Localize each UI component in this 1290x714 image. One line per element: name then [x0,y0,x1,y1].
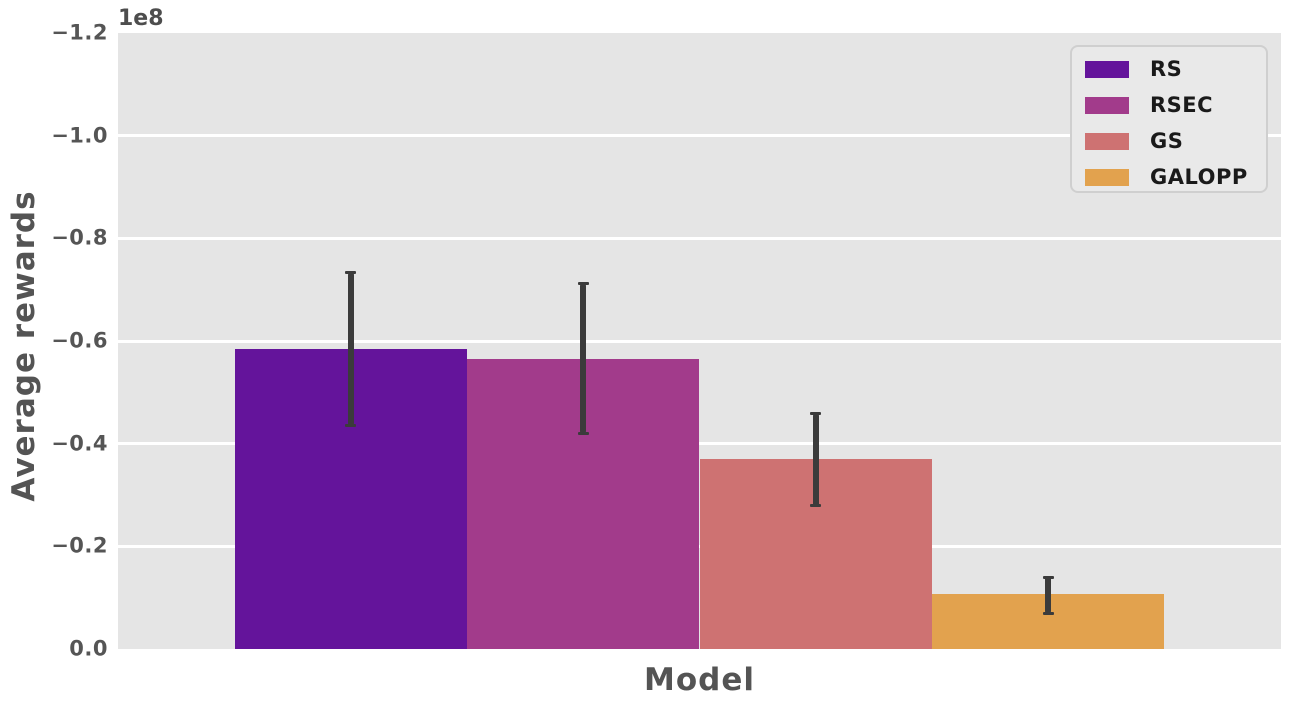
y-tick-label: −1.0 [51,123,108,148]
x-axis-label: Model [644,662,755,698]
gridline [118,442,1281,446]
legend: RS RSEC GS GALOPP [1070,45,1268,193]
gridline [118,236,1281,240]
y-tick-label: −1.2 [51,20,108,45]
error-bar-cap [345,423,357,427]
error-bar-rsec [580,283,587,434]
legend-label: GS [1150,128,1184,153]
legend-item-galopp: GALOPP [1085,159,1266,195]
error-bar-cap [1042,575,1054,579]
gridline [118,134,1281,138]
legend-label: RS [1150,56,1183,81]
legend-swatch-gs [1085,132,1129,150]
legend-label: RSEC [1150,92,1214,117]
y-tick-label: −0.4 [51,431,108,456]
legend-item-gs: GS [1085,123,1266,159]
error-bar-rs [347,272,354,426]
error-bar-cap [810,412,822,416]
error-bar-cap [810,504,822,508]
error-bar-galopp [1045,577,1052,614]
y-tick-label: −0.6 [51,328,108,353]
y-tick-label: −0.8 [51,225,108,250]
error-bar-cap [577,431,589,435]
legend-label: GALOPP [1150,164,1248,189]
y-axis-offset-text: 1e8 [118,6,164,31]
legend-swatch-rs [1085,60,1129,78]
error-bar-cap [577,282,589,285]
legend-swatch-rsec [1085,96,1129,114]
gridline [118,339,1281,343]
legend-swatch-galopp [1085,168,1129,186]
error-bar-gs [812,413,819,506]
error-bar-cap [1042,611,1054,615]
gridline [118,544,1281,548]
y-tick-label: −0.2 [51,533,108,558]
y-tick-label: 0.0 [69,636,108,661]
error-bar-cap [345,271,357,275]
legend-item-rsec: RSEC [1085,87,1266,123]
legend-item-rs: RS [1085,51,1266,87]
